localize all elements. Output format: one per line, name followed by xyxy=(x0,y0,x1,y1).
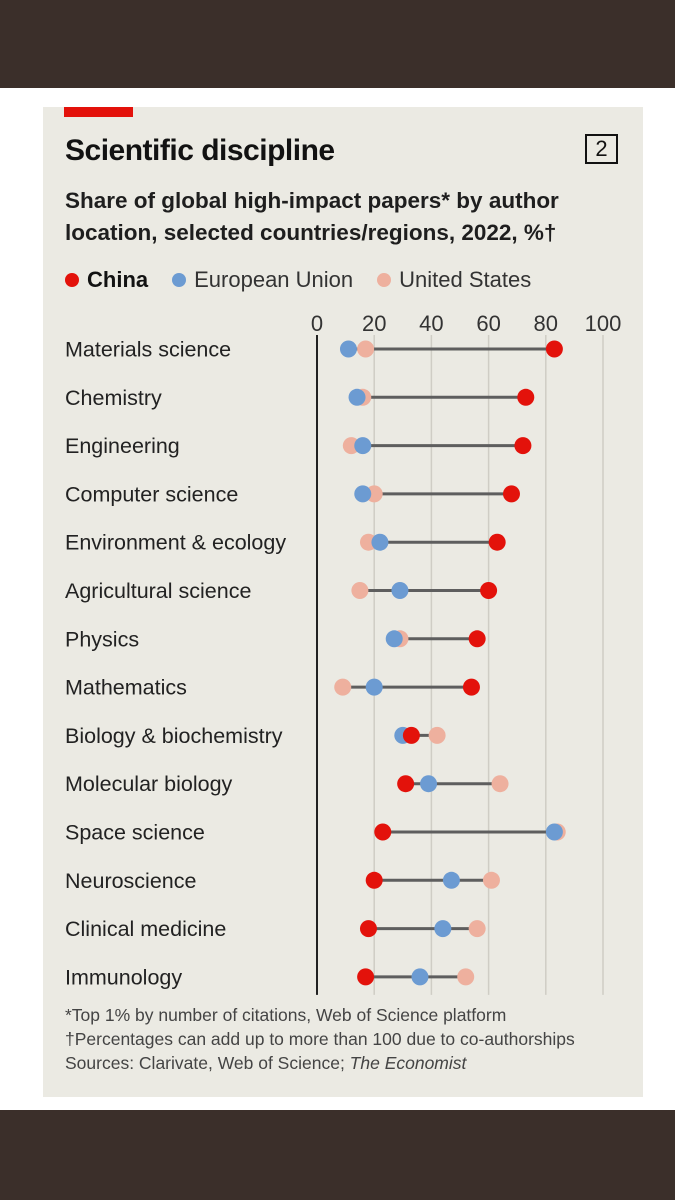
category-label: Clinical medicine xyxy=(65,917,226,941)
category-label: Neuroscience xyxy=(65,869,196,893)
sources-line: Sources: Clarivate, Web of Science; The … xyxy=(65,1051,635,1075)
footnotes: *Top 1% by number of citations, Web of S… xyxy=(65,1003,635,1075)
x-tick-label: 80 xyxy=(534,311,558,336)
point-us xyxy=(491,775,509,793)
point-eu xyxy=(354,485,372,503)
legend-dot-china xyxy=(65,273,79,287)
footnote-top-1-percent: *Top 1% by number of citations, Web of S… xyxy=(65,1005,507,1025)
point-china xyxy=(359,920,377,938)
legend-dot-us xyxy=(377,273,392,287)
point-china xyxy=(502,485,520,503)
category-label: Space science xyxy=(65,821,205,845)
point-china xyxy=(365,871,383,889)
chart-number-badge: 2 xyxy=(585,134,618,164)
point-china xyxy=(514,437,532,455)
point-china xyxy=(480,582,498,599)
x-tick-label: 60 xyxy=(476,311,500,336)
legend-label-eu: European Union xyxy=(194,267,354,292)
chart-card: Scientific discipline 2 Share of global … xyxy=(43,107,643,1097)
chart-title: Scientific discipline xyxy=(65,134,335,167)
point-china xyxy=(468,630,486,648)
category-label: Chemistry xyxy=(65,386,162,410)
point-eu xyxy=(391,582,409,599)
sources-text: Sources: Clarivate, Web of Science; xyxy=(65,1053,350,1073)
point-china xyxy=(517,388,535,406)
point-eu xyxy=(411,968,429,986)
point-us xyxy=(334,678,352,696)
sources-publication: The Economist xyxy=(349,1053,467,1073)
legend-item-china: China xyxy=(65,267,148,293)
dumbbell-plot: 0 20 40 60 80 100 Materials science Chemistry En… xyxy=(65,311,622,995)
bottom-dark-band xyxy=(0,1110,675,1200)
point-us xyxy=(351,582,369,599)
point-china xyxy=(374,823,392,841)
economist-red-accent xyxy=(64,107,133,117)
legend-item-eu: European Union xyxy=(172,267,353,293)
point-us xyxy=(357,340,375,358)
point-us xyxy=(457,968,475,986)
point-china xyxy=(462,678,480,696)
point-china xyxy=(357,968,375,986)
point-eu xyxy=(545,823,563,841)
point-eu xyxy=(354,437,372,455)
legend-dot-eu xyxy=(172,273,187,287)
point-china xyxy=(402,726,420,744)
point-us xyxy=(482,871,500,889)
category-label: Immunology xyxy=(65,965,182,989)
point-eu xyxy=(385,630,403,648)
x-tick-label: 20 xyxy=(362,311,386,336)
point-eu xyxy=(371,533,389,551)
category-label: Computer science xyxy=(65,482,238,506)
footnote-co-authorships: †Percentages can add up to more than 100… xyxy=(65,1029,575,1049)
point-eu xyxy=(365,678,383,696)
category-label: Mathematics xyxy=(65,676,187,700)
point-china xyxy=(545,340,563,358)
point-eu xyxy=(434,920,452,938)
category-label: Materials science xyxy=(65,338,231,362)
point-eu xyxy=(339,340,357,358)
x-tick-label: 100 xyxy=(585,311,622,336)
category-label: Agricultural science xyxy=(65,579,251,603)
top-dark-band xyxy=(0,0,675,88)
point-eu xyxy=(420,775,438,793)
category-label: Environment & ecology xyxy=(65,531,286,555)
category-label: Engineering xyxy=(65,434,180,458)
point-eu xyxy=(348,388,366,406)
x-tick-label: 40 xyxy=(419,311,443,336)
point-china xyxy=(488,533,506,551)
chart-subtitle: Share of global high-impact papers* by a… xyxy=(65,188,559,245)
category-label: Physics xyxy=(65,627,139,651)
legend-label-us: United States xyxy=(399,267,532,292)
point-us xyxy=(468,920,486,938)
point-us xyxy=(428,726,446,744)
point-eu xyxy=(442,871,460,889)
category-label: Biology & biochemistry xyxy=(65,724,283,748)
category-label: Molecular biology xyxy=(65,772,233,796)
point-china xyxy=(397,775,415,793)
legend-label-china: China xyxy=(87,267,149,292)
x-tick-label: 0 xyxy=(311,311,323,336)
legend-item-us: United States xyxy=(377,267,531,293)
legend: China European Union United States xyxy=(65,265,555,295)
